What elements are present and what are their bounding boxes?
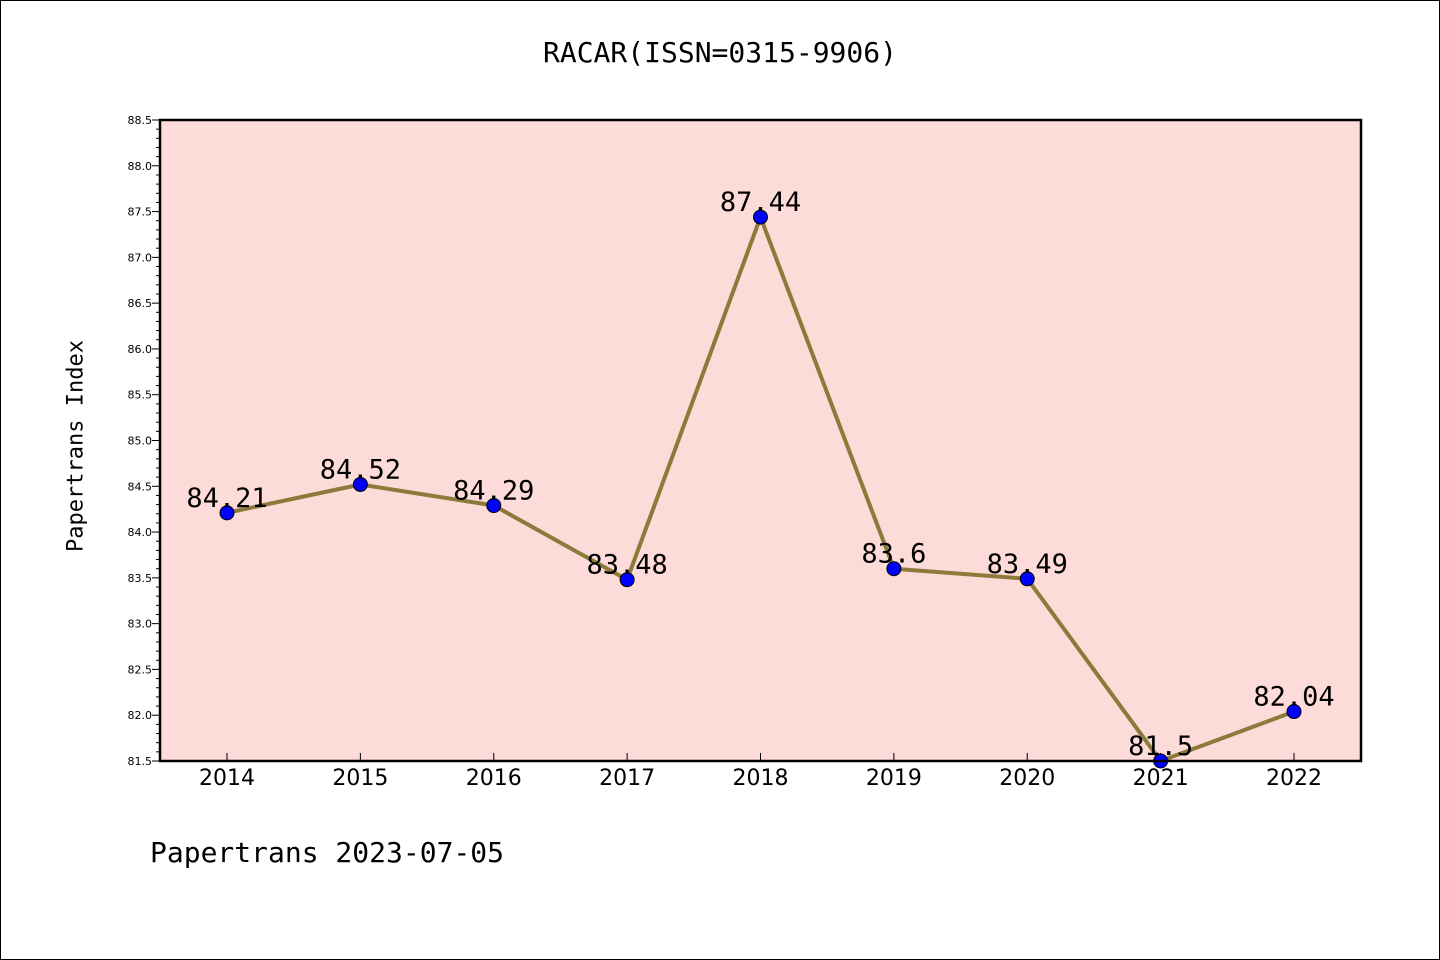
data-label: 87.44 (720, 187, 801, 218)
y-axis: 81.5 82.0 82.5 83.0 83.5 84.0 84.5 85.0 85.5 86.0… (128, 114, 160, 768)
data-label: 84.29 (453, 476, 534, 507)
data-label: 83.48 (586, 550, 667, 581)
x-axis: 2014 2015 2016 2017 2018 2019 2020 2021 2022 (199, 753, 1322, 791)
y-tick-label: 83.5 (128, 572, 153, 585)
y-tick-label: 86.5 (128, 297, 153, 310)
data-label: 84.21 (186, 483, 267, 514)
data-label: 83.6 (861, 539, 926, 570)
x-tick-label: 2014 (199, 766, 255, 791)
x-tick-label: 2022 (1266, 766, 1322, 791)
x-tick-label: 2018 (733, 766, 789, 791)
x-tick-label: 2020 (999, 766, 1055, 791)
plot-area (160, 120, 1361, 761)
y-tick-label: 82.5 (128, 663, 153, 676)
data-point (886, 561, 902, 577)
chart-title: RACAR(ISSN=0315-9906) (542, 36, 897, 69)
y-tick-label: 81.5 (128, 755, 153, 768)
data-point (619, 572, 635, 588)
data-point (1019, 571, 1035, 587)
data-point (753, 209, 768, 225)
data-point (486, 498, 502, 514)
x-tick-label: 2021 (1133, 766, 1189, 791)
y-tick-label: 86.0 (128, 343, 153, 356)
y-tick-label: 83.0 (128, 618, 153, 631)
y-tick-label: 87.0 (128, 251, 153, 264)
data-label: 84.52 (320, 454, 401, 485)
x-tick-label: 2019 (866, 766, 922, 791)
x-tick-label: 2015 (332, 766, 388, 791)
y-tick-label: 84.0 (128, 526, 153, 539)
y-tick-label: 88.5 (128, 114, 153, 127)
data-label: 82.04 (1253, 682, 1334, 713)
footer-credit: Papertrans 2023-07-05 (150, 836, 505, 869)
data-points (219, 209, 1302, 769)
y-tick-label: 88.0 (128, 160, 153, 173)
data-point (1286, 704, 1302, 720)
data-labels: 84.21 84.52 84.29 83.48 87.44 83.6 83.49 81.5 82… (186, 187, 1334, 762)
y-tick-label: 87.5 (128, 206, 153, 219)
plot-border (158, 118, 1363, 763)
data-label: 81.5 (1128, 731, 1193, 762)
y-tick-label: 84.5 (128, 480, 153, 493)
data-label: 83.49 (987, 549, 1068, 580)
y-tick-label: 82.0 (128, 709, 153, 722)
y-tick-label: 85.0 (128, 435, 153, 448)
y-tick-label: 85.5 (128, 389, 153, 402)
x-tick-label: 2016 (466, 766, 522, 791)
x-tick-label: 2017 (599, 766, 655, 791)
data-point (219, 505, 235, 521)
data-point (352, 476, 368, 492)
